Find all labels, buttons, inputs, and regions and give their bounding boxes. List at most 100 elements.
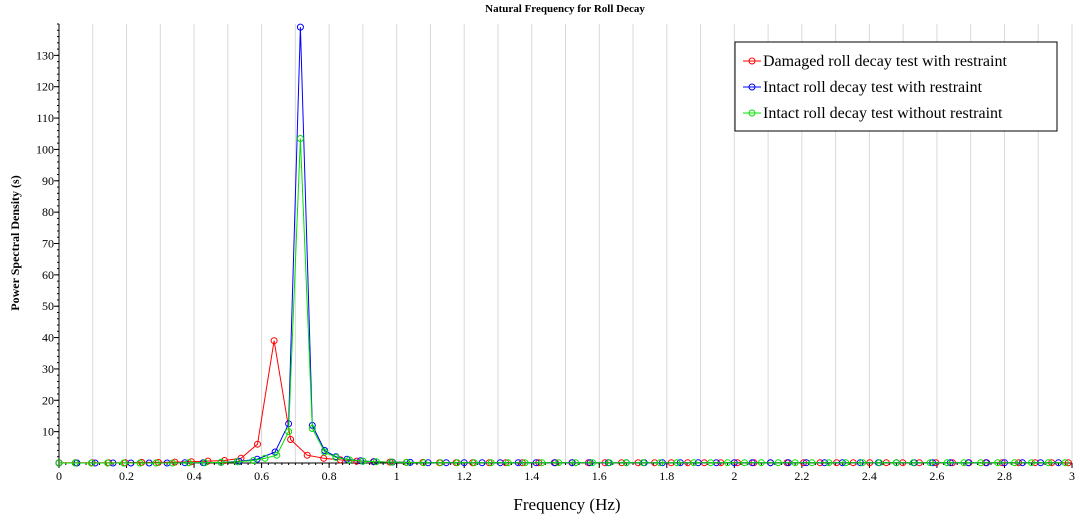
data-point [403, 458, 411, 466]
legend-label: Intact roll decay test with restraint [763, 79, 983, 96]
x-tick-label: 1.2 [457, 469, 472, 483]
y-tick-label: 20 [42, 393, 54, 407]
data-point [1061, 459, 1069, 467]
data-point [296, 23, 304, 31]
data-point [303, 451, 311, 459]
legend-swatch-marker [748, 57, 756, 65]
data-point [437, 459, 445, 467]
x-tick-label: 0.6 [254, 469, 269, 483]
data-point [359, 457, 367, 465]
legend-item: Intact roll decay test with restraint [743, 79, 983, 96]
data-point [690, 459, 698, 467]
legend: Damaged roll decay test with restraint In… [734, 41, 1058, 132]
data-point [707, 459, 715, 467]
x-tick-label: 1.4 [524, 469, 539, 483]
x-tick-label: 2 [731, 469, 737, 483]
legend-item: Intact roll decay test without restraint [743, 105, 1003, 122]
x-tick-label: 1.6 [592, 469, 607, 483]
data-point [470, 459, 478, 467]
series-3 [55, 135, 1069, 467]
y-tick-label: 40 [42, 331, 54, 345]
x-tick-label: 2.4 [862, 469, 877, 483]
x-tick-label: 3 [1069, 469, 1075, 483]
data-point [285, 428, 293, 436]
data-point [724, 459, 732, 467]
data-point [261, 454, 269, 462]
data-point [120, 459, 128, 467]
data-point [808, 459, 816, 467]
data-point [270, 337, 278, 345]
data-point [254, 440, 261, 448]
data-point [420, 459, 428, 467]
data-point [859, 459, 867, 467]
x-tick-label: 2.8 [997, 469, 1012, 483]
series-line [59, 340, 1069, 464]
legend-box [734, 41, 1058, 132]
data-point [892, 459, 900, 467]
legend-label: Intact roll decay test without restraint [763, 105, 1003, 122]
x-tick-label: 2.6 [929, 469, 944, 483]
data-point [994, 459, 1002, 467]
data-point [287, 436, 295, 443]
x-tick-label: 1.8 [659, 469, 674, 483]
x-tick-label: 0.8 [322, 469, 337, 483]
data-point [152, 459, 160, 467]
data-point [639, 459, 647, 467]
tick-labels: 10 20 30 40 50 60 70 80 90 100 110 120 130 0 0.2 0.4 0.6… [36, 48, 1075, 483]
y-tick-label: 100 [36, 142, 54, 156]
data-point [656, 459, 664, 467]
data-point [169, 459, 176, 467]
x-tick-label: 0 [56, 469, 62, 483]
y-tick-label: 110 [36, 111, 54, 125]
data-point [741, 459, 748, 467]
x-tick-label: 2.2 [794, 469, 809, 483]
y-tick-label: 50 [42, 299, 54, 313]
data-point [605, 459, 613, 467]
data-point [774, 459, 782, 467]
x-tick-label: 0.2 [119, 469, 134, 483]
data-point [104, 459, 112, 467]
data-point [909, 459, 917, 467]
data-point [321, 448, 329, 456]
data-point [296, 135, 304, 142]
data-point [1028, 459, 1035, 467]
data-point [55, 459, 63, 467]
data-point [250, 457, 257, 464]
x-tick-label: 0.4 [187, 469, 202, 483]
data-point [842, 459, 850, 467]
y-tick-label: 60 [42, 268, 54, 282]
data-point [217, 458, 225, 466]
data-point [332, 453, 340, 461]
data-point [504, 459, 512, 467]
data-point [926, 459, 934, 467]
chart-title: Natural Frequency for Roll Decay [485, 3, 645, 15]
data-point [273, 451, 281, 459]
data-point [201, 459, 209, 467]
legend-label: Damaged roll decay test with restraint [763, 53, 1007, 70]
data-point [221, 457, 228, 464]
data-point [943, 459, 951, 467]
y-tick-label: 70 [42, 237, 54, 251]
y-tick-label: 130 [36, 48, 54, 62]
data-point [1011, 459, 1019, 467]
data-point [233, 458, 241, 466]
series-layer [55, 23, 1072, 467]
data-point [1044, 459, 1052, 467]
data-point [487, 459, 495, 467]
legend-swatch-marker [748, 109, 756, 117]
y-tick-label: 30 [42, 362, 54, 376]
data-point [589, 459, 596, 467]
y-tick-label: 90 [42, 174, 54, 188]
data-point [521, 459, 529, 467]
x-axis-label: Frequency (Hz) [513, 495, 620, 514]
data-point [555, 459, 563, 467]
x-tick-label: 1 [394, 469, 400, 483]
data-point [372, 458, 380, 466]
y-tick-label: 80 [42, 205, 54, 219]
data-point [308, 425, 316, 432]
y-axis-label: Power Spectral Density (s) [8, 175, 22, 310]
data-point [757, 459, 765, 467]
data-point [622, 459, 630, 467]
data-point [345, 456, 353, 464]
